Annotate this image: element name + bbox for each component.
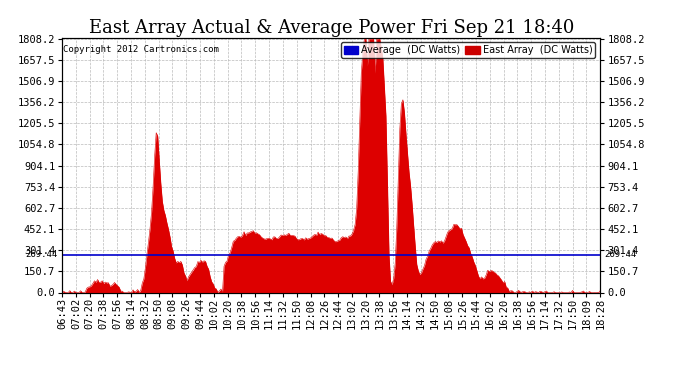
Legend: Average  (DC Watts), East Array  (DC Watts): Average (DC Watts), East Array (DC Watts… bbox=[341, 42, 595, 58]
Text: 269.44: 269.44 bbox=[26, 250, 58, 259]
Text: 269.44: 269.44 bbox=[604, 250, 637, 259]
Text: Copyright 2012 Cartronics.com: Copyright 2012 Cartronics.com bbox=[63, 45, 219, 54]
Title: East Array Actual & Average Power Fri Sep 21 18:40: East Array Actual & Average Power Fri Se… bbox=[88, 20, 574, 38]
